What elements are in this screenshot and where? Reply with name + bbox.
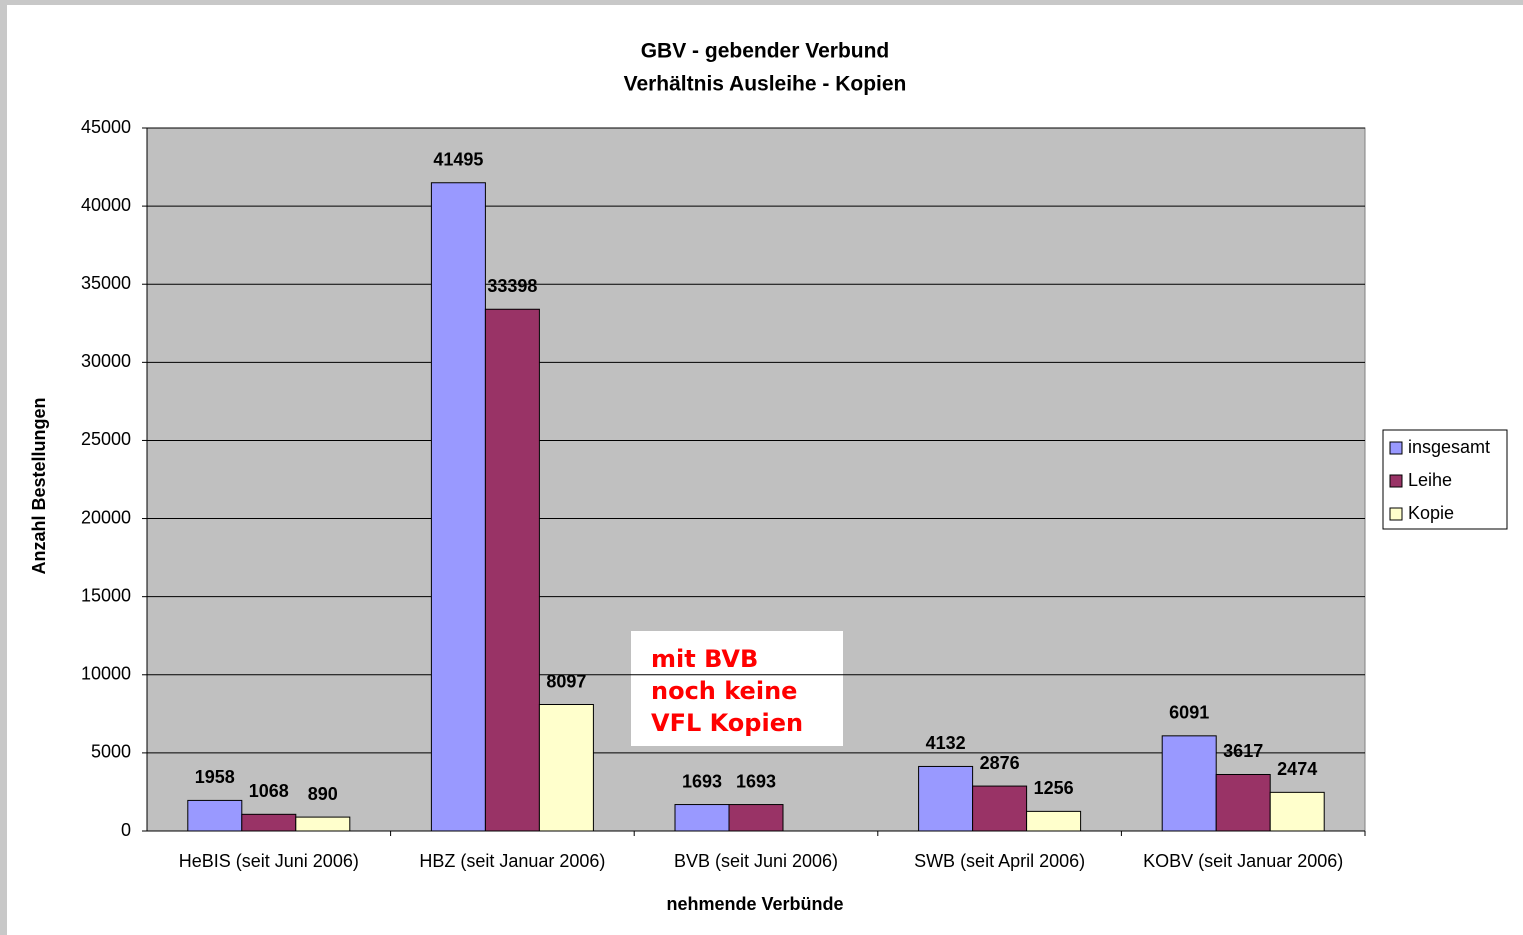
x-axis-label: nehmende Verbünde xyxy=(666,894,843,914)
y-tick-label: 40000 xyxy=(81,195,131,215)
bar xyxy=(728,804,784,832)
value-label: 3617 xyxy=(1223,741,1263,761)
y-tick-label: 45000 xyxy=(81,117,131,137)
bar xyxy=(187,799,243,832)
chart-subtitle: Verhältnis Ausleihe - Kopien xyxy=(624,73,907,96)
bar xyxy=(1161,735,1217,832)
bar xyxy=(295,816,351,832)
value-label: 890 xyxy=(308,784,338,804)
value-label: 2876 xyxy=(980,753,1020,773)
x-tick-label: HBZ (seit Januar 2006) xyxy=(419,851,605,871)
y-tick-label: 15000 xyxy=(81,585,131,605)
legend-swatch xyxy=(1389,474,1403,488)
bar xyxy=(918,765,974,832)
legend-swatch xyxy=(1389,441,1403,455)
legend-label: Kopie xyxy=(1408,503,1454,523)
bar xyxy=(1269,791,1325,832)
legend-label: insgesamt xyxy=(1408,437,1490,457)
x-tick-label: SWB (seit April 2006) xyxy=(914,851,1085,871)
bar xyxy=(484,308,540,832)
value-label: 1958 xyxy=(195,767,235,787)
y-tick-label: 25000 xyxy=(81,429,131,449)
y-tick-label: 5000 xyxy=(91,742,131,762)
y-tick-label: 20000 xyxy=(81,507,131,527)
bar xyxy=(1026,810,1082,832)
legend xyxy=(1382,429,1508,530)
value-label: 4132 xyxy=(926,733,966,753)
y-tick-label: 0 xyxy=(121,820,131,840)
bar xyxy=(1215,773,1271,832)
legend-swatch xyxy=(1389,507,1403,521)
bar xyxy=(674,804,730,832)
y-axis-label: Anzahl Bestellungen xyxy=(29,397,49,574)
value-label: 1256 xyxy=(1034,778,1074,798)
legend-label: Leihe xyxy=(1408,470,1452,490)
y-tick-label: 30000 xyxy=(81,351,131,371)
annotation-box xyxy=(631,631,843,746)
annotation: noch keine xyxy=(651,677,797,705)
bar xyxy=(430,182,486,832)
value-label: 41495 xyxy=(433,150,483,170)
chart-title: GBV - gebender Verbund xyxy=(641,40,890,63)
bar xyxy=(538,704,594,832)
value-label: 1693 xyxy=(682,771,722,791)
bar xyxy=(241,813,297,832)
x-tick-label: HeBIS (seit Juni 2006) xyxy=(179,851,359,871)
x-tick-label: KOBV (seit Januar 2006) xyxy=(1143,851,1343,871)
annotation: VFL Kopien xyxy=(651,709,803,737)
value-label: 8097 xyxy=(546,671,586,691)
y-tick-label: 35000 xyxy=(81,273,131,293)
x-tick-label: BVB (seit Juni 2006) xyxy=(674,851,838,871)
value-label: 33398 xyxy=(487,276,537,296)
y-tick-label: 10000 xyxy=(81,664,131,684)
value-label: 1068 xyxy=(249,781,289,801)
bar xyxy=(972,785,1028,832)
value-label: 2474 xyxy=(1277,759,1317,779)
value-label: 1693 xyxy=(736,771,776,791)
annotation: mit BVB xyxy=(651,645,758,673)
value-label: 6091 xyxy=(1169,703,1209,723)
